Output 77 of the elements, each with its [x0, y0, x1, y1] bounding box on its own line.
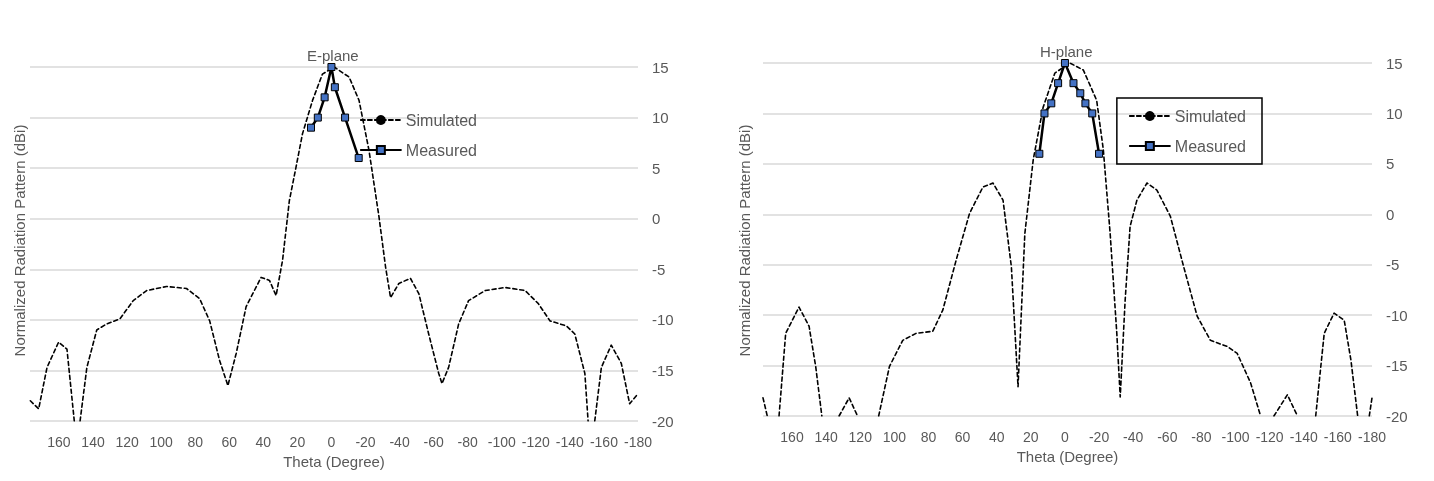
point — [313, 113, 322, 122]
y-tick-label: -15 — [652, 361, 674, 379]
x-tick-label: -160 — [1323, 429, 1353, 445]
x-tick-label: 40 — [255, 434, 272, 450]
point — [1076, 89, 1085, 98]
x-tick-label: -180 — [623, 434, 653, 450]
x-tick-label: 60 — [954, 429, 971, 445]
x-tick-label: -160 — [589, 434, 619, 450]
y-tick-label: 15 — [652, 58, 669, 76]
x-tick-label: -100 — [487, 434, 516, 450]
x-tick-label: 40 — [988, 429, 1005, 445]
y-tick-label: 10 — [1386, 104, 1403, 122]
chart-title: E-plane — [307, 47, 359, 64]
legend-label: Simulated — [1174, 107, 1247, 125]
x-tick-label: -100 — [1221, 429, 1250, 445]
x-tick-label: -120 — [1255, 429, 1284, 445]
x-tick-label: 0 — [1061, 429, 1070, 445]
x-tick-label: 160 — [47, 434, 71, 450]
y-tick-label: -20 — [652, 412, 674, 430]
point — [341, 113, 350, 122]
point — [1088, 109, 1097, 118]
x-tick-label: -80 — [457, 434, 479, 450]
x-tick-label: -180 — [1357, 429, 1387, 445]
point — [1069, 79, 1078, 88]
x-tick-label: 0 — [327, 434, 336, 450]
x-tick-label: -20 — [355, 434, 376, 450]
x-axis-title: Theta (Degree) — [1016, 447, 1119, 465]
y-tick-label: -15 — [1386, 357, 1408, 375]
y-tick-label: 0 — [1386, 205, 1395, 223]
x-tick-label: -40 — [389, 434, 410, 450]
x-tick-label: -140 — [555, 434, 585, 450]
x-tick-label: 100 — [149, 434, 174, 450]
x-tick-label: 100 — [882, 429, 907, 445]
point — [1035, 149, 1044, 158]
y-tick-label: 5 — [1386, 155, 1395, 173]
x-tick-label: -20 — [1088, 429, 1110, 445]
x-tick-label: 140 — [81, 434, 105, 450]
y-tick-label: 15 — [1386, 54, 1403, 72]
legend-label: Measured — [405, 141, 478, 159]
y-tick-label: -10 — [1386, 306, 1408, 324]
y-axis-title: Normalized Radiation Pattern (dBi) — [736, 124, 753, 357]
x-tick-label: -40 — [1123, 429, 1144, 445]
x-tick-label: -120 — [521, 434, 551, 450]
x-tick-label: 20 — [1023, 429, 1039, 445]
x-tick-label: -80 — [1191, 429, 1212, 445]
x-tick-label: -60 — [423, 434, 444, 450]
x-tick-label: -60 — [1157, 429, 1178, 445]
point — [330, 83, 339, 92]
y-tick-label: -20 — [1386, 407, 1408, 425]
point — [307, 123, 316, 132]
y-tick-label: -5 — [652, 260, 666, 278]
point — [1047, 99, 1056, 108]
y-axis-title: Normalized Radiation Pattern (dBi) — [11, 124, 28, 357]
chart-title: H-plane — [1040, 43, 1093, 60]
x-tick-label: 160 — [780, 429, 804, 445]
point — [320, 93, 329, 102]
x-tick-label: -140 — [1289, 429, 1318, 445]
x-tick-label: 80 — [187, 434, 204, 450]
x-tick-label: 120 — [115, 434, 139, 450]
x-tick-label: 120 — [848, 429, 873, 445]
point — [1054, 79, 1063, 88]
point — [1081, 99, 1090, 108]
x-tick-label: 60 — [221, 434, 238, 450]
y-tick-label: 10 — [652, 109, 669, 127]
point — [354, 154, 363, 163]
y-tick-label: 0 — [652, 210, 661, 228]
point — [1040, 109, 1049, 118]
y-tick-label: 5 — [652, 159, 661, 177]
point — [1095, 149, 1104, 158]
legend-label: Simulated — [405, 111, 478, 129]
y-tick-label: -5 — [1386, 256, 1400, 274]
x-tick-label: 20 — [289, 434, 306, 450]
y-tick-label: -10 — [652, 311, 674, 329]
x-tick-label: 140 — [814, 429, 839, 445]
x-axis-title: Theta (Degree) — [283, 452, 385, 470]
x-tick-label: 80 — [920, 429, 937, 445]
legend-label: Measured — [1174, 137, 1247, 155]
